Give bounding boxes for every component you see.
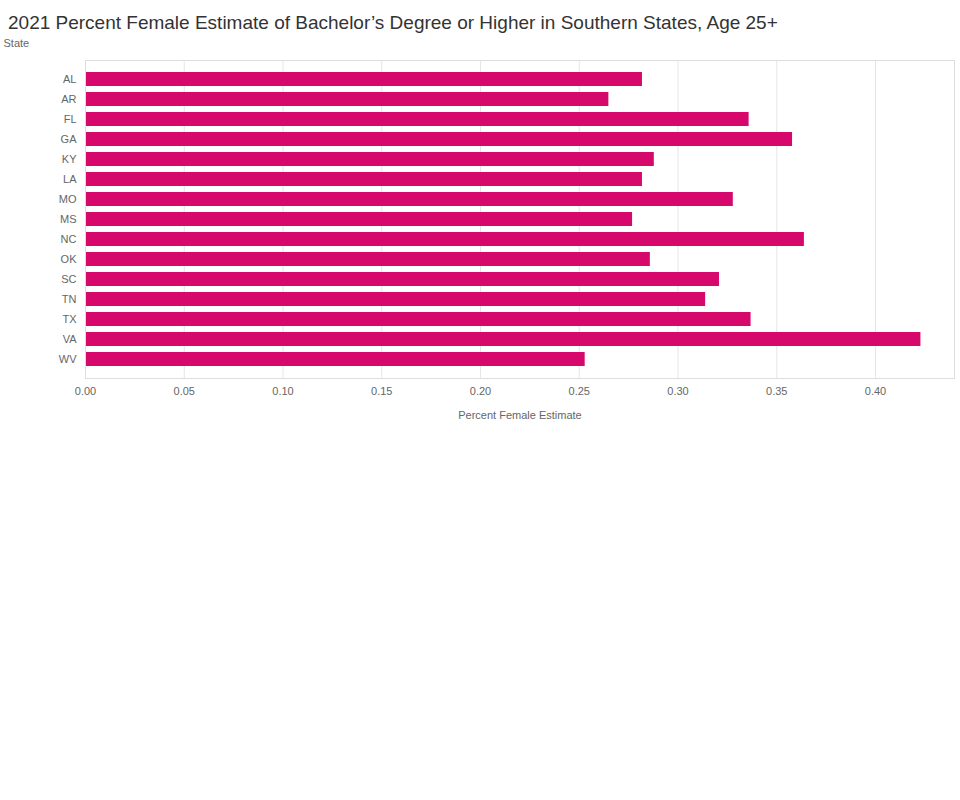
svg-text:0.00: 0.00 bbox=[75, 385, 96, 397]
svg-text:0.30: 0.30 bbox=[667, 385, 688, 397]
svg-text:LA: LA bbox=[63, 173, 77, 185]
svg-text:FL: FL bbox=[64, 113, 77, 125]
svg-text:KY: KY bbox=[62, 153, 77, 165]
svg-text:TX: TX bbox=[62, 313, 77, 325]
svg-text:0.15: 0.15 bbox=[371, 385, 392, 397]
svg-text:AL: AL bbox=[63, 73, 76, 85]
svg-text:NC: NC bbox=[61, 233, 77, 245]
svg-text:MS: MS bbox=[60, 213, 77, 225]
svg-text:TN: TN bbox=[62, 293, 77, 305]
svg-text:0.40: 0.40 bbox=[865, 385, 886, 397]
svg-text:AR: AR bbox=[61, 93, 76, 105]
svg-text:State: State bbox=[4, 37, 30, 49]
svg-text:MO: MO bbox=[59, 193, 77, 205]
svg-text:OK: OK bbox=[61, 253, 78, 265]
html-text:2021 Percent Female Estimate o: 2021 Percent Female Estimate of Bachelor… bbox=[8, 12, 778, 33]
svg-text:GA: GA bbox=[61, 133, 78, 145]
svg-text:0.35: 0.35 bbox=[766, 385, 787, 397]
svg-text:WV: WV bbox=[59, 353, 77, 365]
svg-text:VA: VA bbox=[63, 333, 78, 345]
svg-text:0.05: 0.05 bbox=[174, 385, 195, 397]
svg-text:0.10: 0.10 bbox=[272, 385, 293, 397]
svg-text:0.20: 0.20 bbox=[470, 385, 491, 397]
svg-text:Percent Female Estimate: Percent Female Estimate bbox=[458, 409, 582, 421]
svg-text:0.25: 0.25 bbox=[569, 385, 590, 397]
svg-text:SC: SC bbox=[61, 273, 76, 285]
